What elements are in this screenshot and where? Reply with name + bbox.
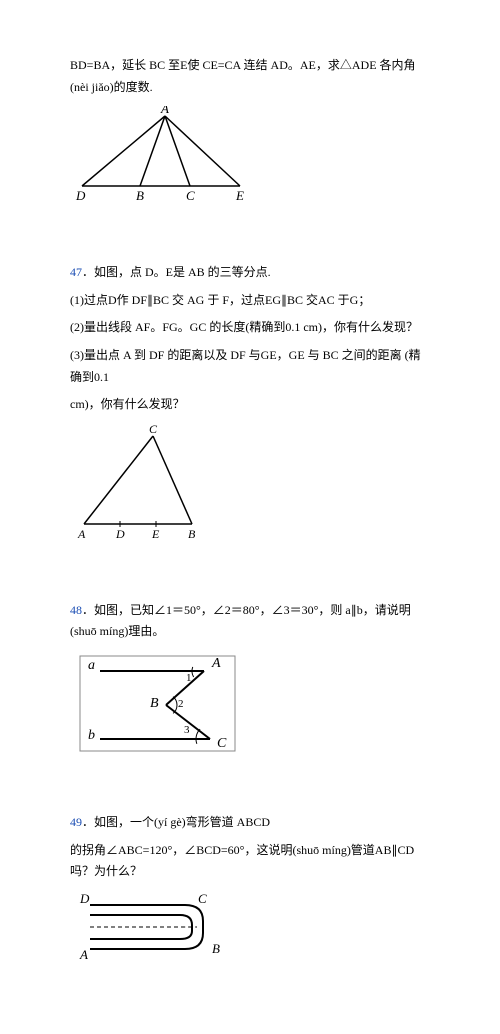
svg-text:b: b xyxy=(88,728,95,743)
p49-l1: 的拐角∠ABC=120°，∠BCD=60°，这说明(shuō míng)管道AB… xyxy=(70,840,430,883)
svg-text:3: 3 xyxy=(184,724,190,736)
svg-text:C: C xyxy=(149,424,158,436)
svg-text:a: a xyxy=(88,658,95,673)
p49-num: 49 xyxy=(70,815,82,829)
p47-l2: (2)量出线段 AF。FG。GC 的长度(精确到0.1 cm)，你有什么发现？ xyxy=(70,317,430,339)
p49-head-text: ．如图，一个(yí gè)弯形管道 ABCD xyxy=(82,815,270,829)
p48-head: 48．如图，已知∠1＝50°，∠2＝80°，∠3＝30°，则 a∥b，请说明(s… xyxy=(70,600,430,643)
p48-num: 48 xyxy=(70,603,82,617)
p46-line1: BD=BA，延长 BC 至E使 CE=CA 连结 AD。AE，求△ADE 各内角… xyxy=(70,55,430,98)
svg-text:C: C xyxy=(198,891,207,906)
p47-l1: (1)过点D作 DF∥BC 交 AG 于 F，过点EG∥BC 交AC 于G； xyxy=(70,290,430,312)
p47-figure: C A D E B xyxy=(70,424,430,544)
p48-figure: a b A B C 1 2 3 xyxy=(70,651,430,756)
p47-l4: cm)，你有什么发现？ xyxy=(70,394,430,416)
svg-text:C: C xyxy=(217,736,227,751)
svg-text:B: B xyxy=(212,941,220,956)
svg-text:D: D xyxy=(75,188,86,203)
p47-l3: (3)量出点 A 到 DF 的距离以及 DF 与GE，GE 与 BC 之间的距离… xyxy=(70,345,430,388)
svg-text:E: E xyxy=(235,188,244,203)
svg-text:C: C xyxy=(186,188,195,203)
svg-text:B: B xyxy=(150,696,159,711)
p47-head-text: ．如图，点 D。E是 AB 的三等分点. xyxy=(82,265,271,279)
p47-head: 47．如图，点 D。E是 AB 的三等分点. xyxy=(70,262,430,284)
p48-head-text: ．如图，已知∠1＝50°，∠2＝80°，∠3＝30°，则 a∥b，请说明(shu… xyxy=(70,603,411,639)
svg-text:A: A xyxy=(160,106,169,116)
svg-text:A: A xyxy=(211,656,221,671)
svg-text:1: 1 xyxy=(186,672,192,684)
svg-text:D: D xyxy=(115,527,125,541)
svg-text:B: B xyxy=(136,188,144,203)
svg-text:B: B xyxy=(188,527,196,541)
svg-text:A: A xyxy=(77,527,86,541)
svg-text:D: D xyxy=(79,891,90,906)
p46-figure: A D B C E xyxy=(70,106,430,206)
svg-text:A: A xyxy=(79,947,88,962)
svg-text:2: 2 xyxy=(178,698,184,710)
svg-text:E: E xyxy=(151,527,160,541)
p49-head: 49．如图，一个(yí gè)弯形管道 ABCD xyxy=(70,812,430,834)
p47-num: 47 xyxy=(70,265,82,279)
p49-figure: D C A B xyxy=(70,891,430,966)
